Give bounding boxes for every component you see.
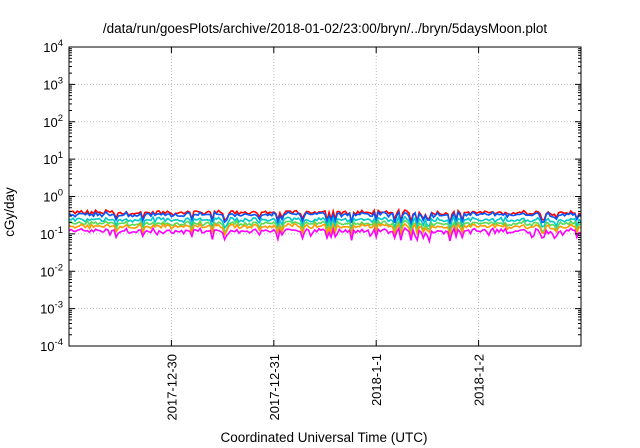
series-line [68,210,582,226]
y-tick-label: 10-1 [40,225,63,242]
x-tick-label: 2017-12-30 [164,354,179,421]
y-tick-label: 101 [43,150,63,167]
chart-title: /data/run/goesPlots/archive/2018-01-02/2… [103,21,548,36]
y-tick-label: 10-3 [40,300,63,317]
series-line [68,214,582,231]
y-tick-label: 102 [43,113,63,130]
y-tick-label: 103 [43,75,63,92]
x-axis: 2017-12-30 2017-12-31 2018-1-1 2018-1-2 [164,47,487,421]
y-tick-label: 100 [43,188,63,205]
x-tick-label: 2018-1-1 [369,354,384,406]
grid [69,47,581,346]
y-tick-label: 10-2 [40,262,63,279]
y-tick-label: 10-4 [40,337,63,354]
x-axis-label: Coordinated Universal Time (UTC) [220,430,427,445]
y-axis-label: cGy/day [2,187,17,237]
series-line [68,221,582,239]
series-line [68,226,582,245]
x-tick-label: 2017-12-31 [267,354,282,421]
x-tick-label: 2018-1-2 [472,354,487,406]
y-tick-label: 104 [43,38,63,55]
y-axis: 10-4 10-3 10-2 10-1 100 101 102 103 104 [40,38,581,354]
series-group [68,207,582,245]
series-line [68,219,582,235]
